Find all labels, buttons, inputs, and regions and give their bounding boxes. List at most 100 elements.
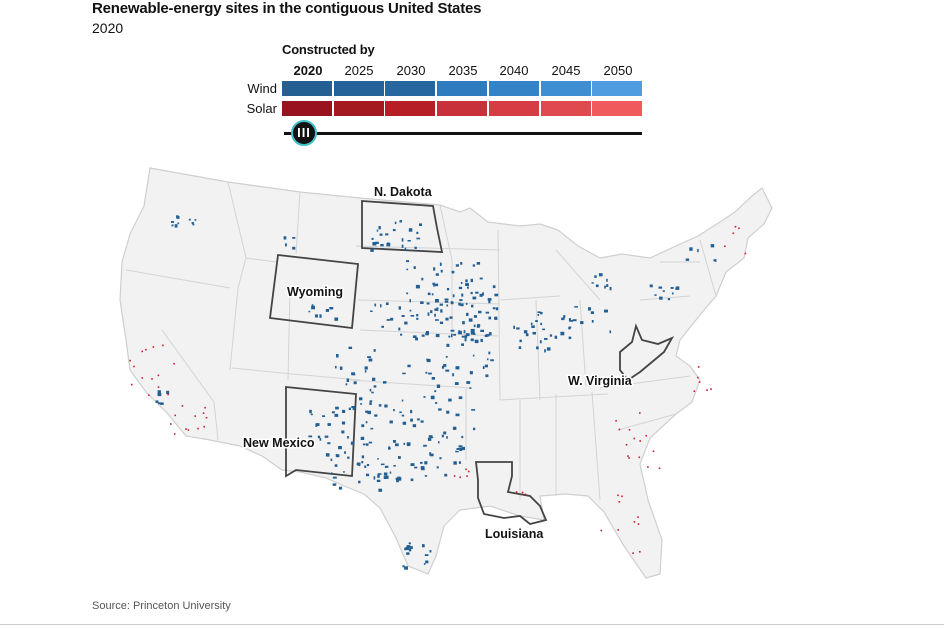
legend-year-2020[interactable]: 2020 [293, 63, 323, 78]
wind-site-dot [344, 451, 346, 454]
wind-site-dot [423, 396, 426, 398]
wind-site-dot [410, 463, 415, 466]
wind-site-dot [609, 286, 612, 291]
wind-site-dot [453, 333, 456, 336]
wind-site-dot [360, 403, 363, 405]
year-slider-track[interactable] [284, 132, 642, 135]
legend-year-2045[interactable]: 2045 [551, 63, 581, 78]
wind-site-dot [439, 408, 442, 411]
legend-swatch-wind-2040 [488, 81, 539, 96]
wind-site-dot [361, 461, 364, 464]
wind-site-dot [452, 426, 457, 430]
solar-site-dot [645, 434, 647, 437]
legend-row-label-solar: Solar [246, 101, 277, 116]
wind-site-dot [157, 390, 161, 394]
wind-site-dot [319, 314, 322, 318]
wind-site-dot [309, 409, 312, 414]
wind-site-dot [399, 220, 402, 223]
wind-site-dot [347, 456, 350, 459]
wind-site-dot [308, 435, 313, 438]
legend-year-2035[interactable]: 2035 [448, 63, 478, 78]
wind-site-dot [369, 388, 372, 392]
solar-site-dot [658, 467, 661, 470]
solar-site-dot [706, 389, 708, 391]
wind-site-dot [416, 317, 419, 320]
wind-site-dot [379, 233, 383, 236]
wind-site-dot [469, 371, 473, 375]
wind-site-dot [394, 221, 397, 225]
solar-site-dot [632, 552, 634, 554]
wind-site-dot [367, 410, 371, 415]
wind-site-dot [468, 318, 473, 322]
wind-site-dot [429, 550, 432, 553]
wind-site-dot [654, 294, 657, 296]
legend-heading: Constructed by [282, 42, 375, 57]
wind-site-dot [568, 327, 571, 330]
wind-site-dot [590, 311, 594, 314]
wind-site-dot [372, 377, 376, 381]
wind-site-dot [412, 335, 417, 338]
wind-site-dot [338, 446, 342, 450]
wind-site-dot [430, 395, 435, 400]
wind-site-dot [476, 325, 480, 328]
highlighted-state-outlines [268, 200, 675, 525]
wind-site-dot [409, 299, 411, 303]
wind-site-dot [368, 358, 373, 362]
wind-site-dot [450, 329, 455, 332]
legend-year-2040[interactable]: 2040 [499, 63, 529, 78]
wind-site-dot [434, 308, 439, 311]
wind-site-dot [539, 340, 542, 344]
wind-site-dot [401, 238, 404, 242]
legend-swatch-solar-2025 [333, 101, 384, 116]
wind-site-dot [484, 364, 488, 368]
legend-swatch-wind-2025 [333, 81, 384, 96]
solar-site-layer [129, 225, 747, 554]
solar-site-dot [637, 516, 639, 518]
solar-site-dot [639, 551, 641, 553]
legend-year-2025[interactable]: 2025 [344, 63, 374, 78]
wind-site-dot [376, 479, 381, 482]
solar-site-dot [738, 227, 740, 230]
wind-site-dot [441, 365, 445, 369]
wind-site-dot [406, 442, 411, 446]
wind-site-dot [436, 466, 439, 469]
wind-site-dot [402, 565, 405, 568]
solar-site-dot [167, 393, 169, 396]
wind-site-dot [404, 566, 408, 570]
legend-year-2050[interactable]: 2050 [603, 63, 633, 78]
wind-site-dot [572, 319, 577, 322]
wind-site-dot [710, 244, 715, 248]
footer-rule [0, 624, 944, 625]
wind-site-dot [414, 246, 417, 249]
wind-site-dot [482, 292, 484, 296]
solar-site-dot [652, 450, 655, 452]
wind-site-dot [285, 243, 287, 247]
wind-site-dot [319, 438, 322, 441]
wind-site-dot [439, 321, 444, 324]
wind-site-dot [675, 287, 677, 290]
wind-site-dot [513, 325, 515, 329]
wind-site-dot [174, 224, 178, 228]
wind-site-dot [435, 299, 439, 303]
year-slider-handle[interactable]: III [291, 120, 317, 146]
wind-site-dot [420, 466, 425, 470]
solar-site-dot [131, 383, 133, 386]
wind-site-dot [667, 298, 671, 301]
wind-site-dot [375, 241, 379, 244]
solar-site-dot [724, 245, 726, 248]
wind-site-dot [398, 327, 401, 331]
wind-site-dot [473, 315, 477, 318]
label-w-virginia: W. Virginia [568, 374, 633, 388]
wind-site-dot [649, 284, 653, 288]
wind-site-dot [536, 346, 539, 350]
wind-site-dot [310, 413, 313, 416]
wind-site-dot [482, 366, 485, 369]
legend-year-2030[interactable]: 2030 [396, 63, 426, 78]
wind-site-dot [606, 284, 609, 287]
wind-site-dot [406, 545, 411, 549]
label-louisiana: Louisiana [485, 527, 544, 541]
wind-site-dot [446, 288, 450, 291]
wind-site-dot [435, 319, 439, 321]
wind-site-dot [330, 458, 333, 461]
wind-site-dot [434, 283, 439, 287]
